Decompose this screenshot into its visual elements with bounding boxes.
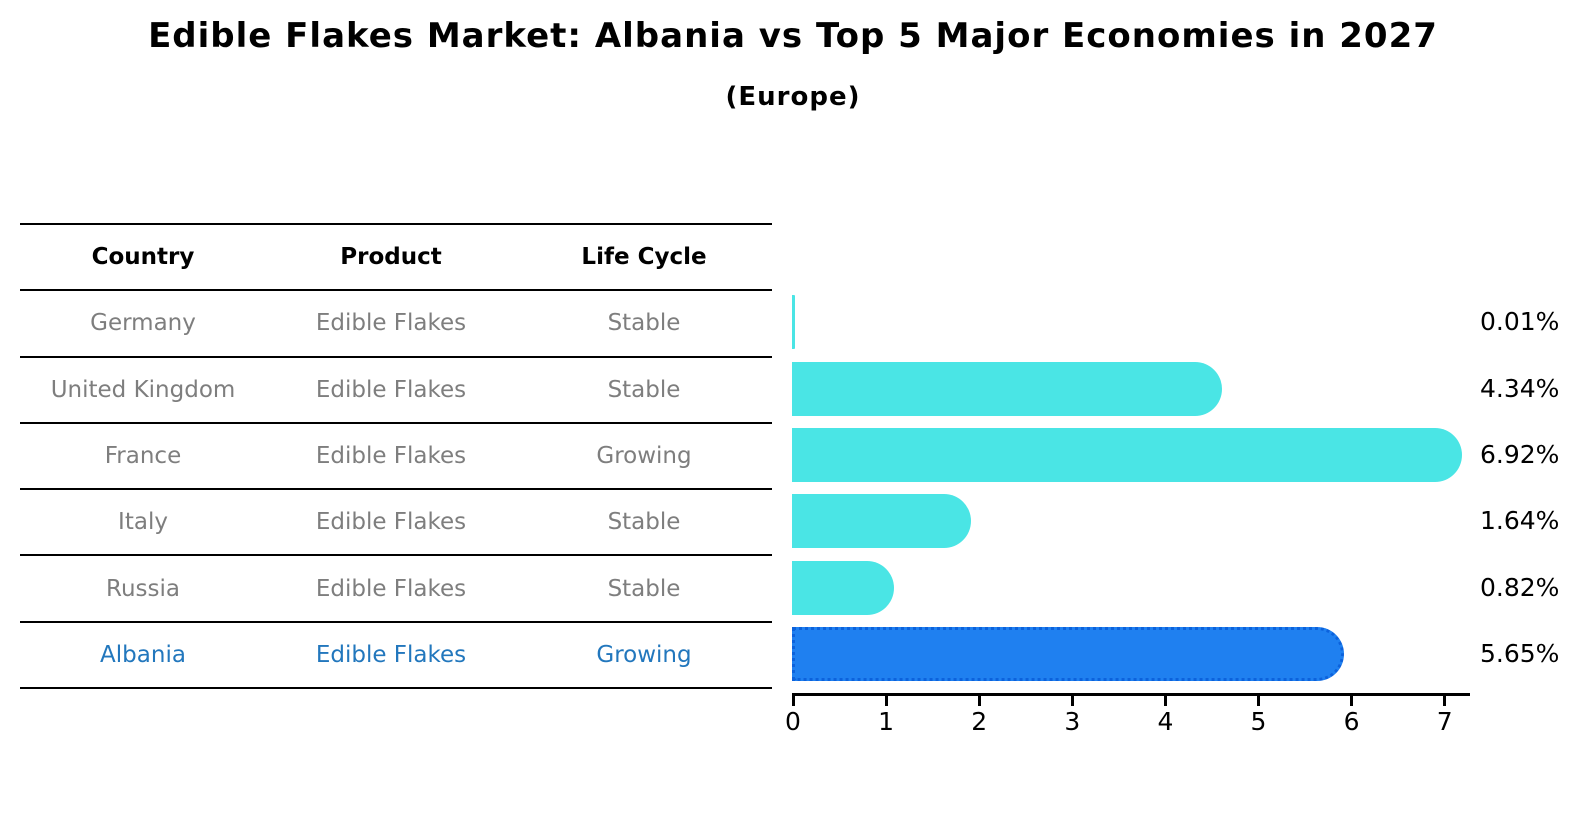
x-axis-tick [1443, 696, 1447, 706]
x-axis-tick-label: 0 [785, 707, 801, 736]
chart-subtitle: (Europe) [725, 82, 861, 112]
table-row-albania: Albania Edible Flakes Growing [20, 623, 772, 690]
cell-product: Edible Flakes [315, 310, 467, 337]
table-row: United Kingdom Edible Flakes Stable [20, 358, 772, 424]
column-header-product: Product [340, 244, 442, 271]
x-axis-tick-label: 6 [1343, 707, 1360, 736]
value-label-france: 6.92% [1480, 440, 1560, 470]
value-label-italy: 1.64% [1480, 506, 1560, 536]
bar-germany [792, 295, 795, 350]
cell-life-cycle: Growing [596, 641, 692, 668]
country-table: Country Product Life Cycle Germany Edibl… [20, 223, 772, 690]
column-header-country: Country [91, 244, 195, 271]
x-axis-tick-label: 7 [1436, 707, 1453, 736]
cell-product: Edible Flakes [315, 509, 467, 536]
cell-product: Edible Flakes [315, 376, 467, 403]
column-header-life-cycle: Life Cycle [581, 244, 707, 271]
value-label-germany: 0.01% [1480, 307, 1560, 337]
x-axis-tick [1257, 696, 1260, 706]
bar-italy [792, 494, 971, 549]
cell-country: Germany [90, 310, 196, 337]
cell-country: United Kingdom [50, 376, 236, 403]
table-header-row: Country Product Life Cycle [20, 225, 772, 292]
cell-product: Edible Flakes [315, 641, 467, 668]
x-axis-tick [1163, 696, 1167, 706]
table-row: Russia Edible Flakes Stable [20, 556, 772, 623]
table-row: France Edible Flakes Growing [20, 424, 772, 491]
x-axis-tick-label: 2 [971, 707, 988, 736]
cell-life-cycle: Stable [607, 509, 681, 536]
value-label-albania: 5.65% [1480, 638, 1560, 668]
cell-country: Russia [106, 575, 180, 602]
value-label-united-kingdom: 4.34% [1480, 373, 1560, 403]
x-axis-tick [1350, 696, 1354, 706]
chart-title: Edible Flakes Market: Albania vs Top 5 M… [148, 16, 1438, 56]
cell-country: Albania [100, 641, 186, 668]
table-row: Germany Edible Flakes Stable [20, 291, 772, 358]
x-axis-tick-label: 5 [1250, 707, 1267, 736]
x-axis-tick [791, 696, 795, 706]
x-axis-tick [1070, 696, 1074, 706]
bar-united-kingdom [792, 361, 1223, 416]
cell-life-cycle: Growing [596, 443, 692, 470]
cell-product: Edible Flakes [315, 443, 467, 470]
bar-albania [792, 626, 1344, 681]
cell-product: Edible Flakes [315, 575, 467, 602]
cell-country: France [104, 443, 182, 470]
bar-russia [792, 560, 895, 615]
cell-life-cycle: Stable [607, 310, 681, 337]
table-row: Italy Edible Flakes Stable [20, 490, 772, 557]
x-axis-tick-label: 4 [1157, 707, 1174, 736]
value-label-russia: 0.82% [1480, 572, 1560, 602]
x-axis-tick [884, 696, 888, 706]
bar-france [792, 428, 1463, 483]
cell-life-cycle: Stable [607, 575, 681, 602]
cell-country: Italy [118, 509, 168, 536]
x-axis-tick-label: 1 [878, 707, 895, 736]
x-axis-line [792, 693, 1470, 696]
x-axis-tick [977, 696, 981, 706]
x-axis-tick-label: 3 [1064, 707, 1081, 736]
cell-life-cycle: Stable [607, 376, 681, 403]
